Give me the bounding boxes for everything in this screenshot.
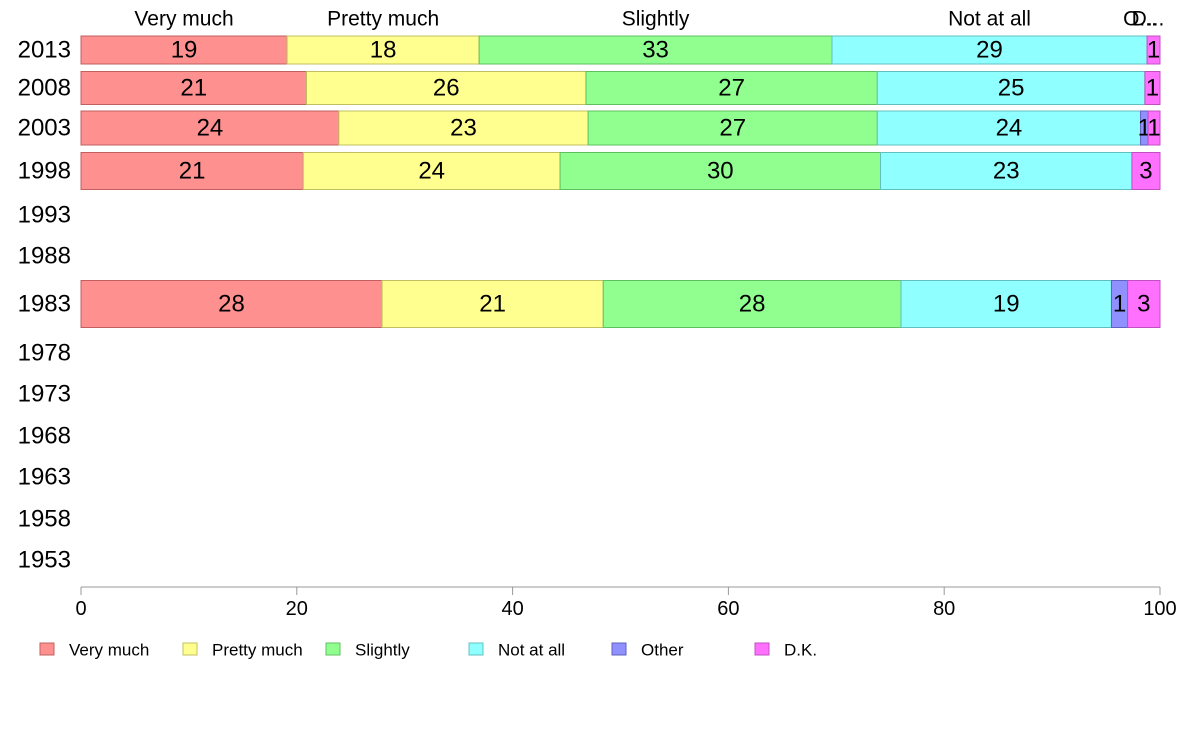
legend-label-slightly: Slightly xyxy=(355,641,410,660)
data-label-2013-d-k-: 1 xyxy=(1147,37,1160,64)
data-label-2008-slightly: 27 xyxy=(718,75,745,102)
data-label-1998-slightly: 30 xyxy=(707,158,734,185)
data-label-2003-very-much: 24 xyxy=(197,115,224,142)
legend-swatch-very-much xyxy=(39,642,55,656)
legend-swatch-other xyxy=(611,642,627,656)
data-label-1983-d-k-: 3 xyxy=(1137,291,1150,318)
legend: Very much Pretty much Slightly Not at all Ot… xyxy=(39,641,817,660)
data-label-2003-d-k-: 1 xyxy=(1147,115,1160,142)
data-label-2013-pretty-much: 18 xyxy=(370,37,397,64)
column-header-very-much: Very much xyxy=(134,8,233,31)
bar-1983-very-much xyxy=(80,280,383,328)
x-tick-label: 20 xyxy=(286,598,308,620)
bar-2013-pretty-much xyxy=(286,35,480,65)
bar-2008-very-much xyxy=(80,71,308,105)
x-axis: 0 20 40 60 80 100 xyxy=(75,586,1177,620)
year-label-2013: 2013 xyxy=(18,37,71,64)
year-label-1998: 1998 xyxy=(18,158,71,185)
data-label-1983-pretty-much: 21 xyxy=(479,291,506,318)
data-label-2013-not-at-all: 29 xyxy=(976,37,1003,64)
legend-swatch-not-at-all xyxy=(468,642,484,656)
data-label-1983-other: 1 xyxy=(1113,291,1126,318)
legend-swatch-slightly xyxy=(325,642,341,656)
column-header-d-k-: D... xyxy=(1132,8,1165,31)
x-tick-label: 100 xyxy=(1143,598,1176,620)
bar-2008-slightly xyxy=(585,71,878,105)
x-tick-label: 80 xyxy=(933,598,955,620)
bar-2008-pretty-much xyxy=(306,71,587,105)
year-label-1968: 1968 xyxy=(18,423,71,450)
bar-2003-not-at-all xyxy=(876,110,1142,146)
bar-1983-pretty-much xyxy=(381,280,604,328)
x-tick-label: 0 xyxy=(75,598,86,620)
x-tick-label: 40 xyxy=(501,598,523,620)
data-label-1998-d-k-: 3 xyxy=(1139,158,1152,185)
column-header-not-at-all: Not at all xyxy=(948,8,1031,31)
legend-label-very-much: Very much xyxy=(69,641,149,660)
column-header-other: O... xyxy=(1123,8,1157,31)
year-label-2003: 2003 xyxy=(18,115,71,142)
year-label-1958: 1958 xyxy=(18,506,71,533)
column-header-pretty-much: Pretty much xyxy=(327,8,439,31)
legend-label-d-k-: D.K. xyxy=(784,641,817,660)
bar-2003-slightly xyxy=(587,110,878,146)
data-label-2013-very-much: 19 xyxy=(171,37,198,64)
legend-swatch-pretty-much xyxy=(182,642,198,656)
data-label-2003-not-at-all: 24 xyxy=(996,115,1023,142)
bar-1983-d-k- xyxy=(1127,280,1161,328)
data-label-1983-very-much: 28 xyxy=(218,291,245,318)
legend-label-pretty-much: Pretty much xyxy=(212,641,303,660)
data-label-1998-pretty-much: 24 xyxy=(418,158,445,185)
year-label-1953: 1953 xyxy=(18,547,71,574)
bar-1983-not-at-all xyxy=(900,280,1112,328)
bar-2013-d-k- xyxy=(1146,35,1161,65)
year-label-1993: 1993 xyxy=(18,202,71,229)
data-label-1983-not-at-all: 19 xyxy=(993,291,1020,318)
data-label-2008-pretty-much: 26 xyxy=(433,75,460,102)
legend-swatch-d-k- xyxy=(754,642,770,656)
data-label-1983-slightly: 28 xyxy=(739,291,766,318)
year-label-1978: 1978 xyxy=(18,340,71,367)
year-label-1973: 1973 xyxy=(18,381,71,408)
legend-label-other: Other xyxy=(641,641,684,660)
year-label-1983: 1983 xyxy=(18,291,71,318)
bar-1983-slightly xyxy=(602,280,902,328)
year-labels: 2013 2008 2003 1998 1993 1988 1983 1978 1973 1968… xyxy=(18,37,71,574)
data-label-2008-very-much: 21 xyxy=(180,75,207,102)
legend-label-not-at-all: Not at all xyxy=(498,641,565,660)
bar-2003-d-k- xyxy=(1147,110,1161,146)
bar-2003-pretty-much xyxy=(338,110,589,146)
data-label-2003-slightly: 27 xyxy=(719,115,746,142)
x-tick-label: 60 xyxy=(717,598,739,620)
bar-1998-d-k- xyxy=(1131,152,1161,190)
data-label-1998-very-much: 21 xyxy=(179,158,206,185)
data-label-2003-pretty-much: 23 xyxy=(450,115,477,142)
year-label-1988: 1988 xyxy=(18,243,71,270)
data-label-2008-not-at-all: 25 xyxy=(998,75,1025,102)
bar-2008-not-at-all xyxy=(876,71,1146,105)
bar-1998-not-at-all xyxy=(880,152,1133,190)
year-label-2008: 2008 xyxy=(18,75,71,102)
data-label-1998-not-at-all: 23 xyxy=(993,158,1020,185)
column-header-slightly: Slightly xyxy=(622,8,690,31)
bar-2008-d-k- xyxy=(1144,71,1161,105)
data-label-2013-slightly: 33 xyxy=(642,37,669,64)
data-label-2008-d-k-: 1 xyxy=(1146,75,1159,102)
year-label-1963: 1963 xyxy=(18,464,71,491)
column-headers: Very much Pretty much Slightly Not at all O.… xyxy=(134,8,1164,31)
